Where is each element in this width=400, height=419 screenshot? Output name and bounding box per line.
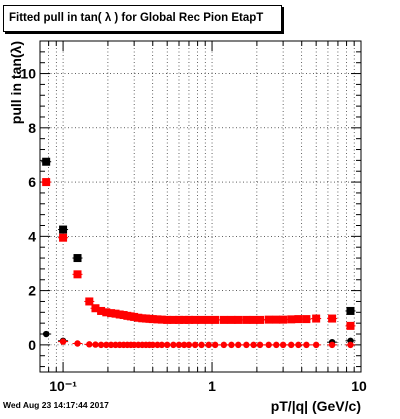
data-point-square <box>42 157 51 166</box>
data-point-square <box>219 315 228 324</box>
data-point-circle <box>205 341 212 349</box>
data-point-square <box>287 315 296 324</box>
data-point-square <box>312 314 321 323</box>
datestamp: Wed Aug 23 14:17:44 2017 <box>3 400 109 410</box>
data-point-square <box>97 306 106 315</box>
data-point-square <box>249 315 258 324</box>
data-point-square <box>346 306 355 315</box>
data-point-square <box>85 297 94 306</box>
y-tick-label: 0 <box>28 337 36 353</box>
x-tick-label: 10⁻¹ <box>49 378 77 394</box>
data-point-circle <box>235 341 242 349</box>
data-point-square <box>279 315 288 324</box>
data-point-square <box>107 309 116 318</box>
data-point-square <box>211 315 220 324</box>
data-point-circle <box>158 341 166 349</box>
data-point-square <box>111 309 120 318</box>
plot-frame <box>39 40 362 373</box>
y-tick-label: 8 <box>28 120 36 136</box>
data-point-circle <box>228 341 235 349</box>
data-point-square <box>234 315 243 324</box>
data-point-square <box>191 315 200 324</box>
data-point-circle <box>211 341 219 349</box>
y-tick-label: 4 <box>28 228 36 244</box>
data-point-square <box>169 315 178 324</box>
data-point-square <box>59 225 68 234</box>
data-point-circle <box>347 341 354 349</box>
data-point-circle <box>328 341 336 349</box>
data-point-circle <box>250 341 257 349</box>
data-point-square <box>204 315 213 324</box>
data-point-circle <box>59 338 67 345</box>
data-point-circle <box>279 341 287 349</box>
data-point-circle <box>92 341 99 348</box>
data-point-circle <box>86 341 93 348</box>
y-tick-label: 2 <box>28 283 36 299</box>
data-point-circle <box>256 341 264 349</box>
data-point-square <box>346 321 355 330</box>
data-point-circle <box>303 341 310 349</box>
data-point-circle <box>312 341 320 349</box>
plot-title: Fitted pull in tan( λ ) for Global Rec P… <box>3 5 282 32</box>
data-point-square <box>91 304 100 313</box>
data-point-circle <box>288 341 295 349</box>
data-point-square <box>59 233 68 242</box>
data-point-circle <box>198 341 205 349</box>
y-tick-label: 6 <box>28 174 36 190</box>
data-point-square <box>242 315 251 324</box>
data-point-square <box>130 312 139 321</box>
data-point-square <box>73 270 82 279</box>
data-point-square <box>73 254 82 263</box>
data-point-square <box>264 315 273 324</box>
data-point-square <box>302 315 311 324</box>
data-point-square <box>272 315 281 324</box>
data-point-circle <box>265 341 272 349</box>
data-point-square <box>197 315 206 324</box>
data-point-circle <box>97 341 105 349</box>
data-point-square <box>227 315 236 324</box>
data-point-square <box>294 315 303 324</box>
data-point-square <box>102 308 111 317</box>
data-point-circle <box>163 341 171 349</box>
data-point-square <box>174 315 183 324</box>
data-point-square <box>42 178 51 187</box>
data-point-circle <box>175 341 183 349</box>
x-axis-label: pT/|q| (GeV/c) <box>271 398 361 414</box>
data-point-circle <box>42 330 50 338</box>
data-point-square <box>157 315 166 324</box>
data-point-circle <box>170 341 177 349</box>
x-tick-label: 10 <box>351 378 367 394</box>
data-point-square <box>256 315 265 324</box>
data-point-square <box>328 314 337 323</box>
x-tick-label: 1 <box>208 378 216 394</box>
data-point-circle <box>273 341 280 349</box>
data-point-circle <box>243 341 250 349</box>
data-point-circle <box>185 341 193 349</box>
data-point-square <box>184 315 193 324</box>
data-point-circle <box>220 341 228 349</box>
data-point-circle <box>74 340 81 347</box>
y-axis-label: pull in tan(λ) <box>8 41 24 124</box>
data-point-square <box>163 315 172 324</box>
data-point-circle <box>191 341 199 349</box>
y-tick-label: 10 <box>20 66 36 82</box>
data-point-circle <box>295 341 302 349</box>
